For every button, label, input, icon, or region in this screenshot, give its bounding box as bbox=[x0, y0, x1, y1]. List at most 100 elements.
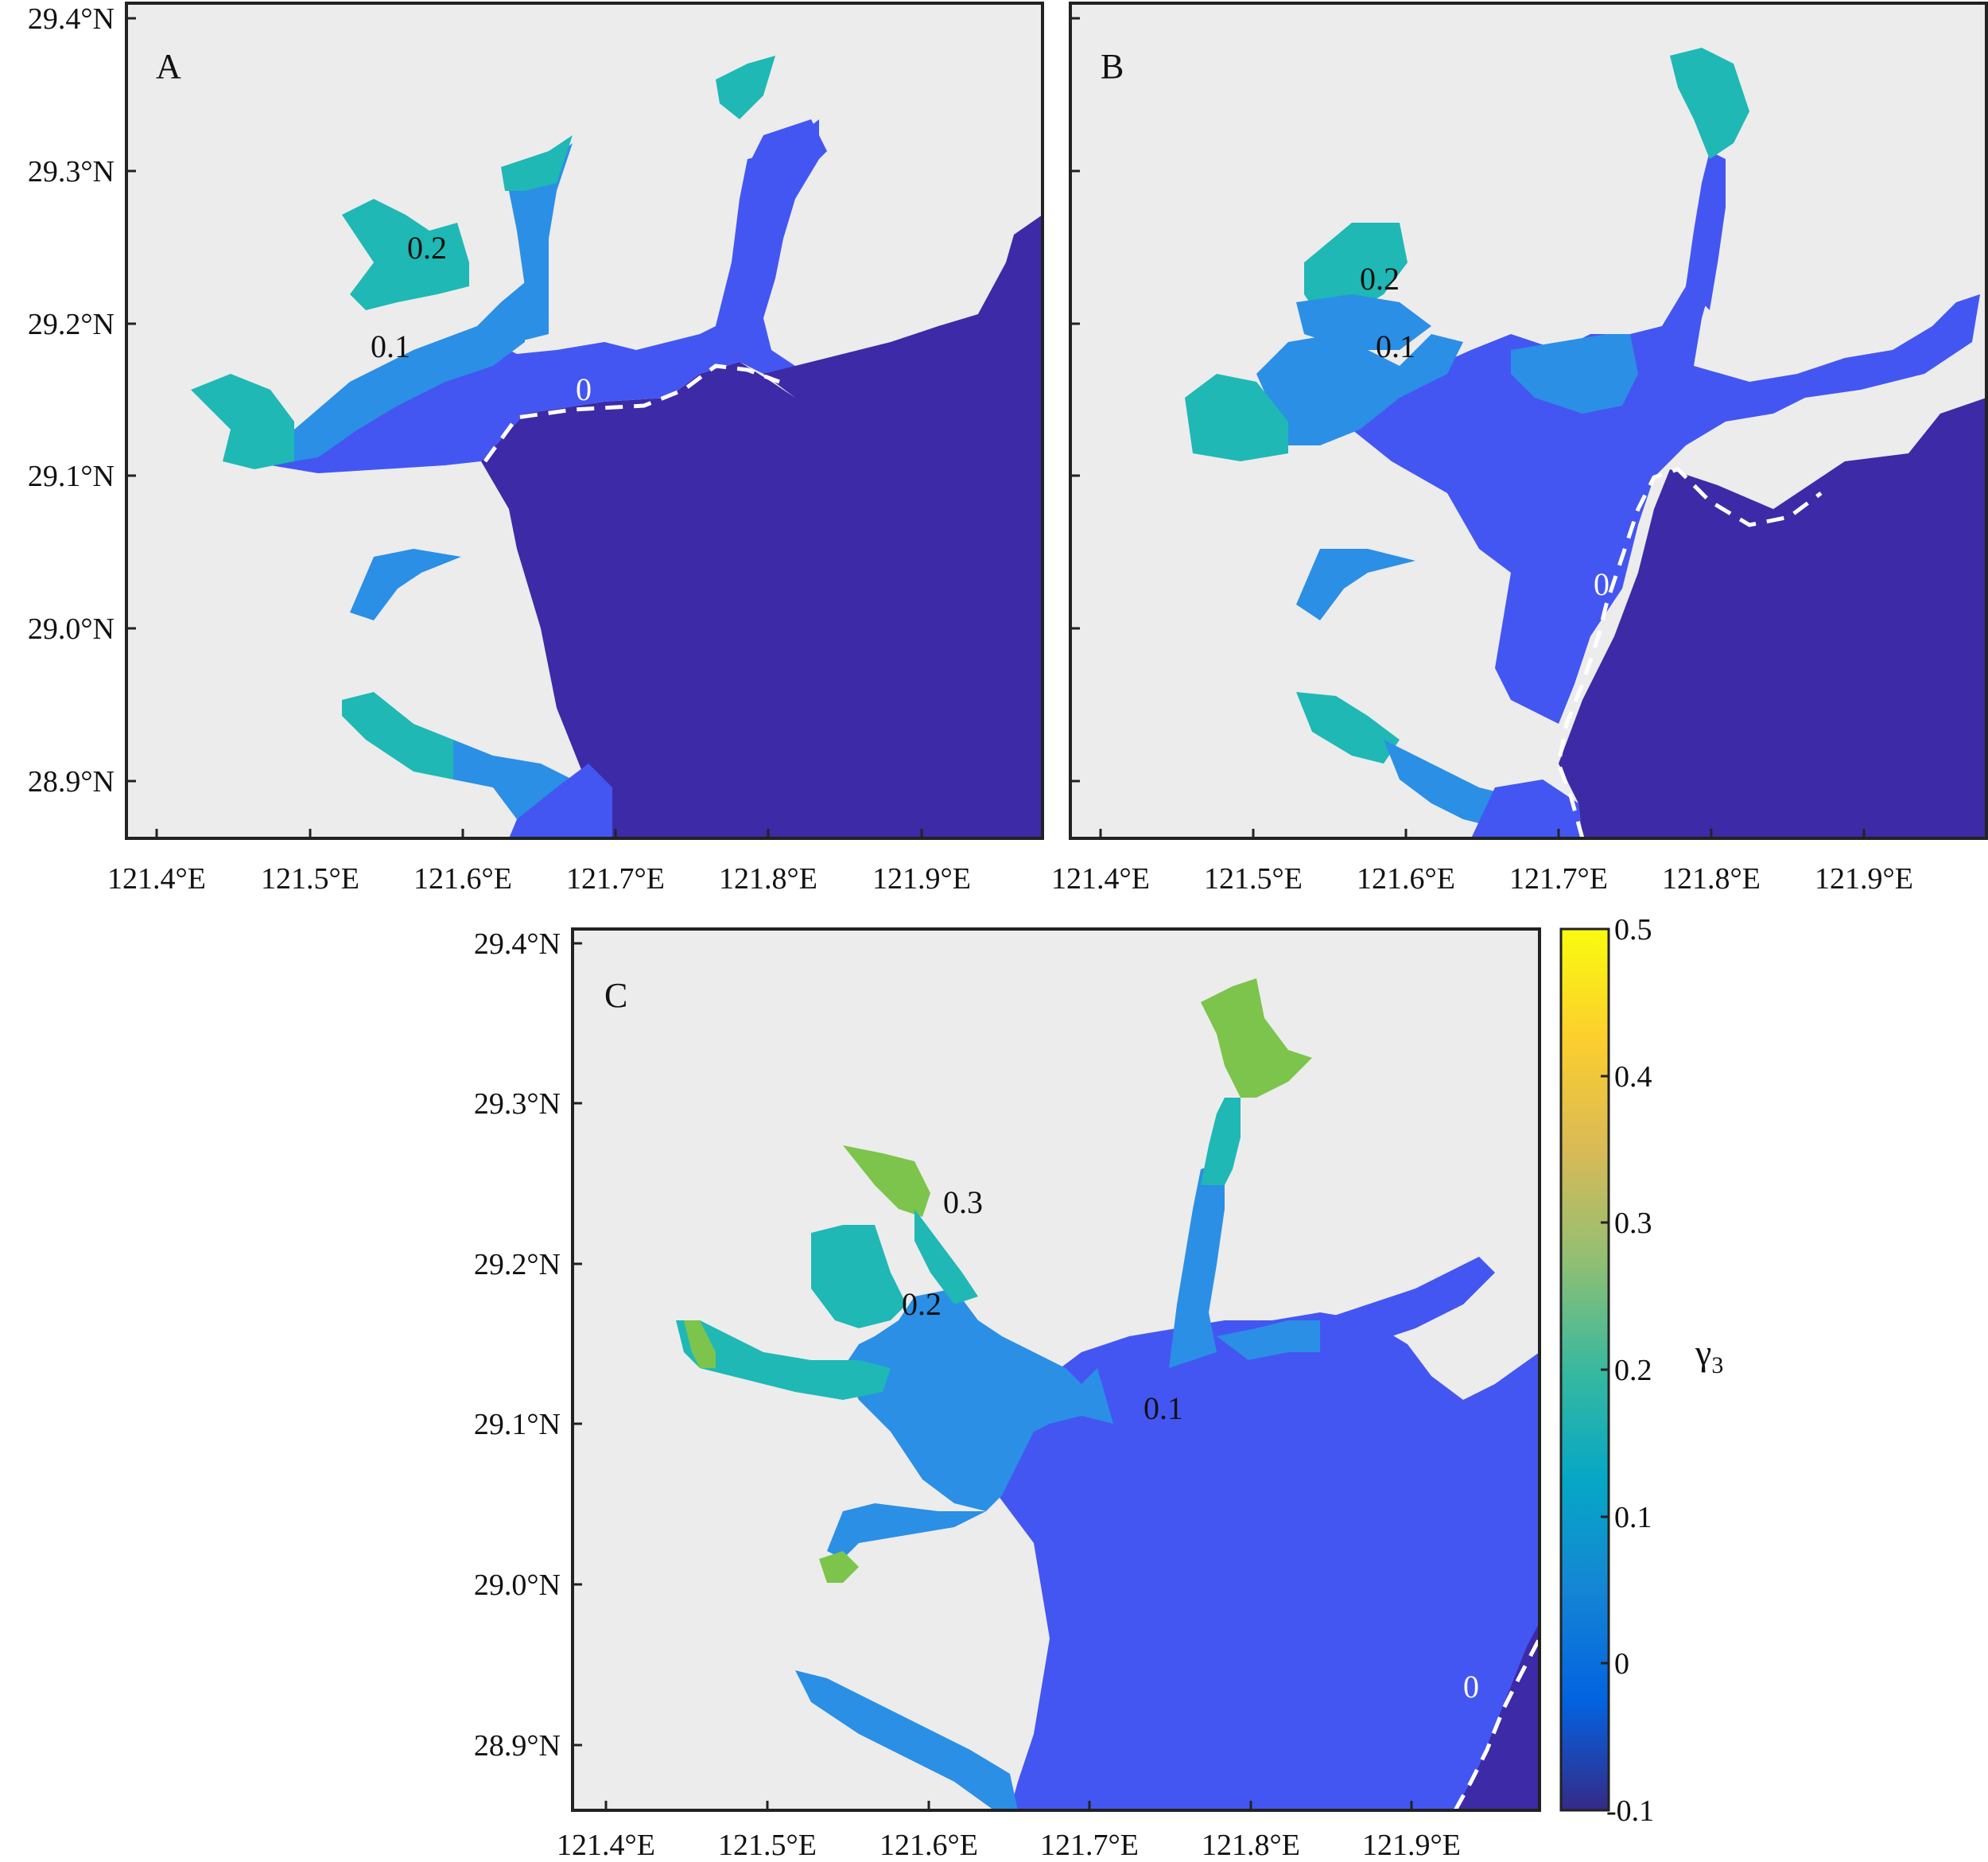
northeast-river-head bbox=[1201, 978, 1312, 1098]
y-tick-label: 29.1°N bbox=[474, 1408, 561, 1441]
x-tick-labels: 121.4°E 121.5°E 121.6°E 121.7°E 121.8°E … bbox=[1051, 862, 1913, 896]
south-bay-mid bbox=[1384, 740, 1511, 827]
x-tick-label: 121.8°E bbox=[1202, 1829, 1300, 1862]
south-bay-outer bbox=[1471, 779, 1582, 838]
upper-reach-mid bbox=[270, 282, 525, 465]
contour-label: 0.2 bbox=[407, 230, 447, 266]
contour-label: 0.2 bbox=[902, 1286, 942, 1322]
contour-label: 0 bbox=[1463, 1669, 1479, 1705]
panel-frame bbox=[571, 927, 1541, 1812]
northwest-lagoon bbox=[1304, 223, 1408, 318]
contour-label: 0 bbox=[576, 371, 592, 407]
x-tick-label: 121.5°E bbox=[718, 1829, 817, 1862]
southwest-creek bbox=[1296, 549, 1415, 620]
colorbar-tick-label: 0 bbox=[1614, 1647, 1629, 1681]
panel-frame bbox=[1069, 2, 1988, 840]
colorbar-tick-label: 0.2 bbox=[1614, 1354, 1652, 1387]
x-ticks bbox=[1099, 829, 1866, 838]
x-tick-label: 121.5°E bbox=[1204, 862, 1303, 896]
estuary-channel-central bbox=[1097, 1352, 1241, 1424]
west-reach bbox=[676, 1320, 891, 1400]
x-ticks bbox=[155, 829, 923, 838]
y-tick-label: 28.9°N bbox=[474, 1729, 561, 1763]
colorbar-tick-labels: 0.5 0.4 0.3 0.2 0.1 0 -0.1 bbox=[1606, 913, 1654, 1828]
x-tick-labels: 121.4°E 121.5°E 121.6°E 121.7°E 121.8°E … bbox=[557, 1829, 1461, 1862]
northeast-river bbox=[1169, 1161, 1225, 1368]
contour-label: 0.1 bbox=[1376, 328, 1415, 364]
contour-label: 0.1 bbox=[1143, 1390, 1183, 1426]
y-ticks bbox=[1070, 17, 1080, 783]
northwest-lagoon-mid bbox=[1296, 294, 1431, 350]
upper-reach-west bbox=[1185, 374, 1288, 461]
x-tick-label: 121.4°E bbox=[107, 862, 206, 896]
zero-contour bbox=[1453, 1637, 1540, 1810]
southwest-creek bbox=[827, 1503, 986, 1559]
estuary-mid bbox=[1511, 334, 1638, 414]
northeast-river-upper bbox=[1201, 1098, 1241, 1185]
colorbar-tick-label: 0.4 bbox=[1614, 1060, 1652, 1094]
panel-b: B 0.2 0.1 0 121.4°E 121.5°E 121.6°E 121.… bbox=[1051, 2, 1988, 896]
southwest-creek bbox=[350, 549, 461, 620]
x-tick-label: 121.6°E bbox=[414, 862, 512, 896]
south-bay bbox=[342, 692, 453, 779]
west-reach-head bbox=[684, 1320, 716, 1368]
northwest-lagoon bbox=[342, 199, 469, 310]
x-tick-label: 121.8°E bbox=[719, 862, 817, 896]
panel-letter: B bbox=[1101, 47, 1124, 86]
x-tick-label: 121.9°E bbox=[1815, 862, 1913, 896]
estuary-east-channel bbox=[763, 270, 1006, 398]
x-tick-label: 121.6°E bbox=[1357, 862, 1455, 896]
y-tick-label: 29.4°N bbox=[474, 927, 561, 961]
colorbar-ticks bbox=[1601, 927, 1609, 1812]
y-ticks bbox=[126, 17, 136, 783]
upper-reach-west bbox=[191, 374, 294, 469]
north-inlet bbox=[509, 143, 573, 342]
y-tick-labels: 29.4°N 29.3°N 29.2°N 29.1°N 29.0°N 28.9°… bbox=[28, 2, 115, 799]
east-channel-mid bbox=[1217, 1320, 1320, 1360]
southwest-creek-head bbox=[819, 1551, 859, 1583]
northeast-river-head bbox=[716, 56, 775, 119]
x-tick-label: 121.5°E bbox=[261, 862, 359, 896]
x-ticks bbox=[604, 1801, 1413, 1810]
x-tick-label: 121.9°E bbox=[1362, 1829, 1461, 1862]
northwest-lagoon bbox=[811, 1225, 907, 1328]
colorbar-tick-label: 0.1 bbox=[1614, 1501, 1652, 1534]
north-inlet-channel bbox=[914, 1209, 978, 1304]
zero-contour bbox=[483, 363, 780, 463]
colorbar-tick-label: -0.1 bbox=[1606, 1794, 1654, 1828]
y-tick-label: 29.0°N bbox=[28, 612, 115, 646]
estuary-main bbox=[1352, 175, 1980, 724]
x-tick-label: 121.7°E bbox=[1509, 862, 1608, 896]
y-tick-label: 28.9°N bbox=[28, 765, 115, 799]
contour-label: 0 bbox=[1594, 566, 1609, 602]
panel-frame bbox=[125, 2, 1044, 840]
x-tick-label: 121.4°E bbox=[1051, 862, 1150, 896]
south-bay bbox=[795, 1670, 1018, 1810]
colorbar-label: γ3 bbox=[1695, 1332, 1723, 1378]
colorbar: 0.5 0.4 0.3 0.2 0.1 0 -0.1 γ3 bbox=[1559, 913, 1723, 1828]
colorbar-tick-label: 0.3 bbox=[1614, 1207, 1652, 1240]
y-tick-label: 29.2°N bbox=[28, 308, 115, 341]
open-sea bbox=[1559, 398, 1986, 838]
panel-letter: C bbox=[604, 976, 627, 1015]
x-tick-label: 121.9°E bbox=[872, 862, 971, 896]
open-sea bbox=[986, 1312, 1540, 1810]
open-sea-deep bbox=[1455, 1623, 1540, 1810]
x-tick-label: 121.6°E bbox=[879, 1829, 978, 1862]
zero-contour bbox=[1556, 467, 1823, 838]
panel-c: C 0.3 0.2 0.1 0 121.4°E 121.5°E 121.6°E … bbox=[474, 927, 1541, 1862]
upper-reach-mid bbox=[1256, 334, 1463, 445]
x-tick-label: 121.4°E bbox=[557, 1829, 655, 1862]
colorbar-tick-label: 0.5 bbox=[1614, 913, 1652, 947]
x-tick-label: 121.7°E bbox=[566, 862, 665, 896]
y-tick-label: 29.4°N bbox=[28, 2, 115, 36]
northeast-river-head bbox=[1670, 48, 1749, 159]
x-tick-label: 121.7°E bbox=[1040, 1829, 1139, 1862]
y-tick-label: 29.0°N bbox=[474, 1569, 561, 1602]
estuary-main bbox=[843, 1289, 1185, 1511]
x-tick-label: 121.8°E bbox=[1662, 862, 1761, 896]
y-ticks bbox=[573, 942, 582, 1747]
north-inlet bbox=[843, 1145, 930, 1217]
south-bay-outer bbox=[509, 764, 612, 838]
